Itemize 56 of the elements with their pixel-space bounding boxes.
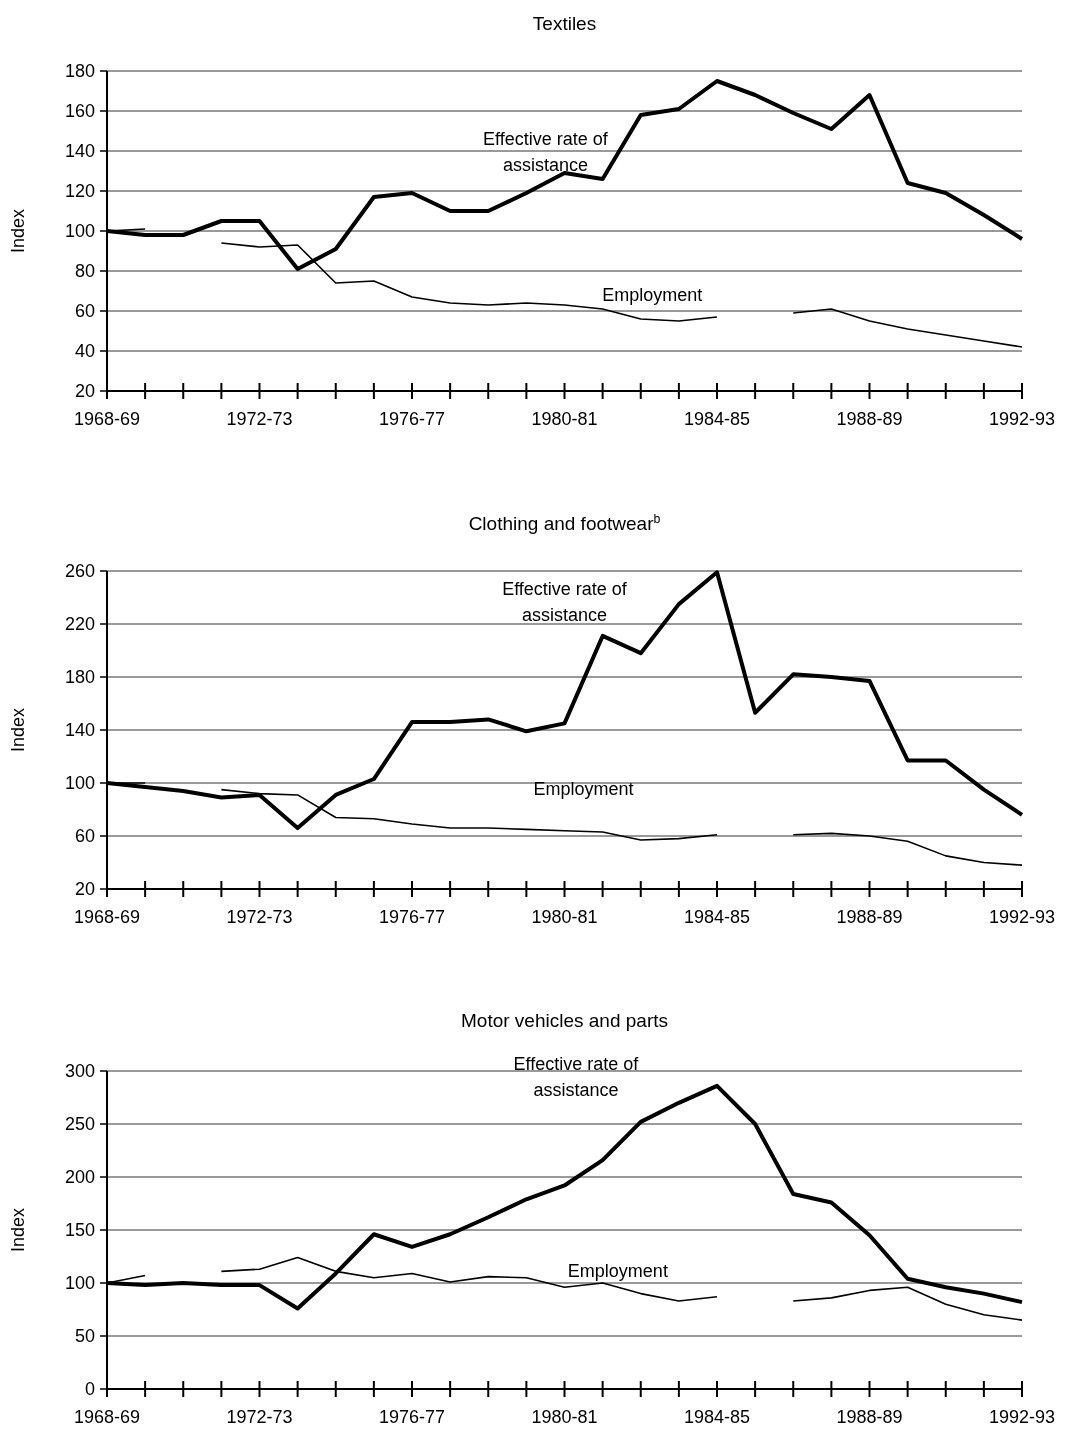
y-tick-label: 160 [64, 101, 95, 122]
x-tick-label: 1980-81 [531, 409, 598, 429]
y-tick-label: 0 [84, 1379, 95, 1400]
y-axis-title: Index [8, 208, 28, 254]
x-tick-label: 1992-93 [988, 409, 1056, 429]
y-tick-label: 180 [64, 61, 95, 82]
y-tick-label: 140 [64, 720, 95, 741]
y-tick-label: 220 [64, 614, 95, 635]
x-tick-label: 1992-93 [988, 907, 1056, 927]
y-tick-label: 100 [64, 773, 95, 794]
x-tick-label: 1968-69 [73, 907, 141, 927]
y-tick-label: 20 [74, 381, 95, 402]
x-tick-label: 1984-85 [683, 1407, 751, 1427]
x-tick-label: 1976-77 [378, 1407, 446, 1427]
y-tick-label: 40 [74, 341, 95, 362]
x-tick-label: 1984-85 [683, 409, 751, 429]
x-tick-label: 1992-93 [988, 1407, 1056, 1427]
y-tick-label: 250 [64, 1114, 95, 1135]
series-label: Employment [602, 285, 703, 305]
x-tick-label: 1980-81 [531, 907, 598, 927]
y-tick-label: 20 [74, 879, 95, 900]
y-tick-label: 60 [74, 301, 95, 322]
x-tick-label: 1980-81 [531, 1407, 598, 1427]
series-label: Effective rate of assistance [513, 1053, 640, 1100]
series-label: Effective rate of assistance [483, 129, 609, 175]
x-tick-label: 1984-85 [683, 907, 751, 927]
y-tick-label: 300 [64, 1061, 95, 1082]
y-tick-label: 120 [64, 181, 95, 202]
x-tick-label: 1968-69 [73, 409, 141, 429]
y-axis-title: Index [8, 707, 28, 753]
x-tick-label: 1976-77 [378, 409, 446, 429]
x-tick-label: 1988-89 [836, 907, 903, 927]
y-tick-label: 200 [64, 1167, 95, 1188]
y-tick-label: 80 [74, 261, 95, 282]
x-tick-label: 1972-73 [226, 409, 293, 429]
y-tick-label: 150 [64, 1220, 95, 1241]
y-tick-label: 60 [74, 826, 95, 847]
x-tick-label: 1968-69 [73, 1407, 141, 1427]
y-tick-label: 50 [74, 1326, 95, 1347]
series-label: Effective rate of assistance [502, 578, 628, 625]
y-tick-label: 140 [64, 141, 95, 162]
x-tick-label: 1972-73 [226, 907, 293, 927]
y-tick-label: 100 [64, 1273, 95, 1294]
y-tick-label: 100 [64, 221, 95, 242]
x-tick-label: 1988-89 [836, 1407, 903, 1427]
chart-title: Textiles [532, 13, 597, 34]
y-tick-label: 180 [64, 667, 95, 688]
series-label: Employment [533, 778, 634, 799]
y-axis-title: Index [8, 1207, 28, 1253]
x-tick-label: 1972-73 [226, 1407, 293, 1427]
x-tick-label: 1976-77 [378, 907, 446, 927]
series-label: Employment [567, 1260, 668, 1281]
y-tick-label: 260 [64, 561, 95, 582]
chart-title: Clothing and footwear$^{b}$ [468, 512, 661, 534]
x-tick-label: 1988-89 [836, 409, 903, 429]
chart-title: Motor vehicles and parts [461, 1010, 668, 1031]
